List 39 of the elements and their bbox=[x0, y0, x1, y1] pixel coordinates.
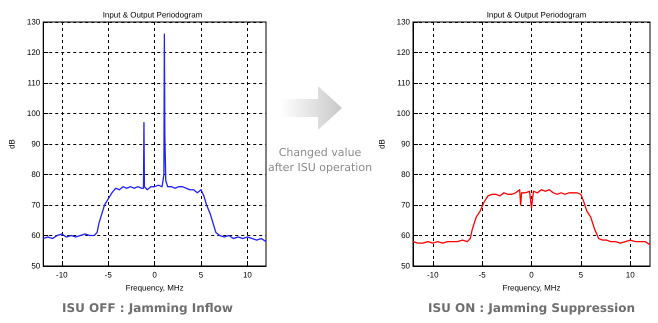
x-tick-label: -10 bbox=[426, 270, 440, 280]
chart-title: Input & Output Periodogram bbox=[486, 10, 587, 20]
x-tick-label: 10 bbox=[242, 270, 252, 280]
y-tick-label: 110 bbox=[397, 78, 411, 88]
y-tick-label: 110 bbox=[27, 78, 41, 88]
y-tick-label: 70 bbox=[401, 200, 411, 210]
y-tick-label: 60 bbox=[401, 231, 411, 240]
y-tick-label: 80 bbox=[401, 170, 411, 179]
x-axis-title: Frequency, MHz bbox=[502, 284, 561, 292]
y-tick-label: 50 bbox=[31, 262, 41, 270]
y-tick-label: 130 bbox=[26, 18, 41, 26]
y-tick-label: 60 bbox=[31, 231, 41, 240]
x-tick-label: -5 bbox=[104, 270, 112, 280]
chart-title: Input & Output Periodogram bbox=[102, 10, 203, 20]
x-tick-label: 0 bbox=[152, 270, 158, 280]
y-tick-label: 120 bbox=[26, 48, 41, 57]
x-tick-label: 5 bbox=[578, 270, 584, 280]
line-series bbox=[412, 189, 651, 246]
x-tick-label: -5 bbox=[478, 270, 486, 280]
x-axis-title: Frequency, MHz bbox=[126, 284, 184, 292]
y-tick-label: 100 bbox=[26, 109, 41, 118]
y-tick-label: 90 bbox=[31, 140, 41, 148]
text: ISU ON : Jamming Suppression bbox=[428, 301, 636, 315]
y-tick-label: 120 bbox=[396, 48, 411, 57]
y-tick-label: 90 bbox=[401, 140, 411, 148]
y-tick-label: 100 bbox=[396, 109, 411, 118]
y-axis-title: dB bbox=[8, 139, 16, 149]
text: Changed value after ISU operation bbox=[268, 146, 372, 174]
y-tick-label: 130 bbox=[396, 18, 411, 26]
y-axis-title: dB bbox=[377, 139, 386, 149]
text: ISU OFF : Jamming Inflow bbox=[62, 301, 234, 315]
line-series bbox=[42, 34, 267, 242]
y-tick-label: 70 bbox=[31, 200, 41, 210]
x-tick-label: 0 bbox=[529, 270, 534, 280]
x-tick-label: -10 bbox=[56, 270, 68, 280]
y-tick-label: 50 bbox=[401, 262, 411, 270]
x-tick-label: 5 bbox=[198, 270, 204, 280]
x-tick-label: 10 bbox=[626, 270, 636, 280]
y-tick-label: 80 bbox=[31, 170, 41, 179]
